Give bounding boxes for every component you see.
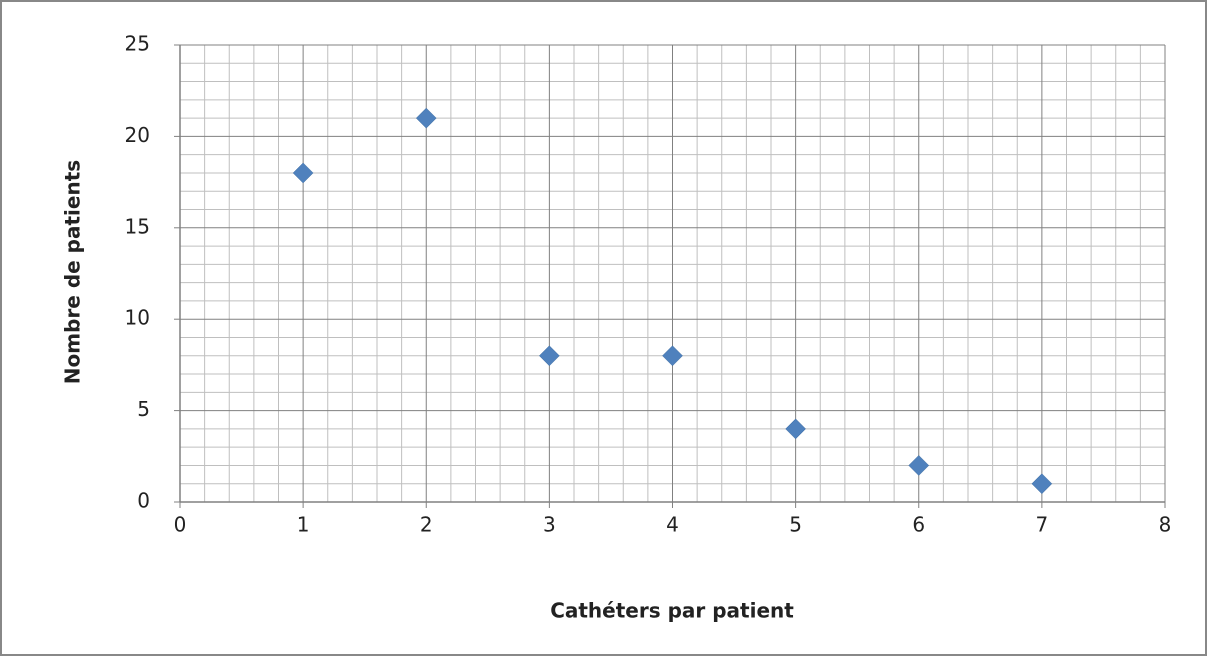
x-tick-label: 0: [174, 513, 187, 537]
point: [908, 455, 930, 476]
y-tick-label: 15: [125, 214, 150, 238]
y-axis-title: Nombre de patients: [61, 160, 85, 384]
x-tick-label: 1: [297, 513, 310, 537]
point: [292, 162, 314, 184]
x-tick-label: 2: [420, 513, 433, 537]
x-tick-label: 8: [1159, 513, 1172, 537]
x-tick-label: 6: [912, 513, 925, 537]
point: [662, 345, 683, 367]
point: [539, 345, 560, 367]
point: [785, 418, 806, 440]
x-tick-label: 4: [666, 513, 679, 537]
y-tick-label: 5: [137, 397, 150, 421]
point: [415, 107, 437, 129]
y-tick-label: 0: [137, 489, 150, 513]
x-tick-label: 3: [543, 513, 556, 537]
y-tick-label: 25: [125, 32, 150, 56]
x-axis-title: Cathéters par patient: [550, 599, 794, 623]
y-tick-label: 10: [125, 306, 150, 330]
x-tick-label: 5: [789, 513, 802, 537]
y-tick-label: 20: [125, 123, 150, 147]
point: [1031, 473, 1053, 495]
x-tick-label: 7: [1036, 513, 1049, 537]
